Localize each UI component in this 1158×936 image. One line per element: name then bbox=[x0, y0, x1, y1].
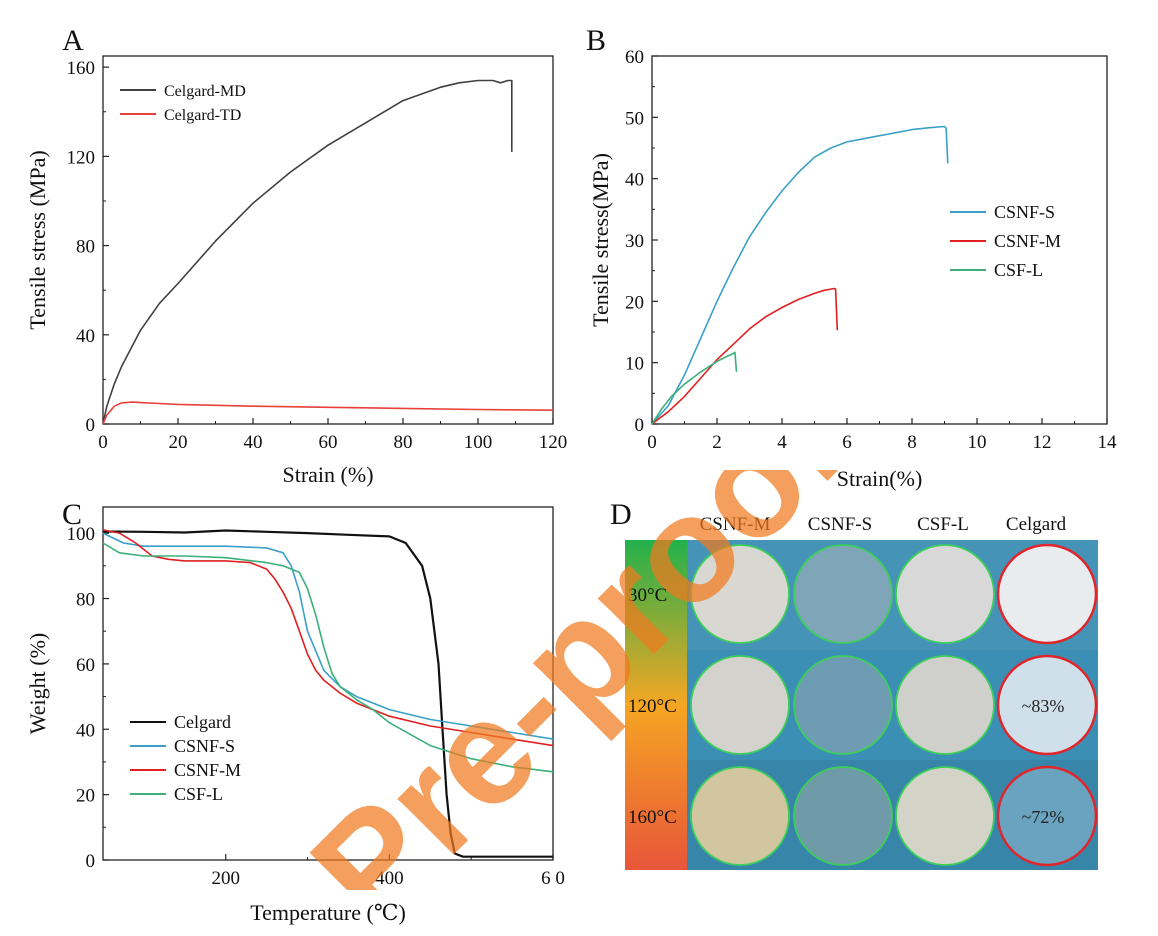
sample-disc bbox=[895, 655, 995, 755]
series-line-csf-l bbox=[102, 542, 554, 773]
x-tick-label: 0 bbox=[647, 432, 657, 453]
column-header: CSNF-M bbox=[700, 514, 771, 535]
column-header: Celgard bbox=[1006, 514, 1067, 535]
y-tick-label: 10 bbox=[625, 354, 644, 375]
y-tick-label: 80 bbox=[76, 237, 95, 258]
x-tick-label: 40 bbox=[244, 432, 263, 453]
y-tick-label: 0 bbox=[86, 415, 96, 436]
series-line-csnf-s bbox=[651, 125, 949, 425]
row-label: 30°C bbox=[628, 585, 667, 606]
shrink-annotation: ~83% bbox=[1022, 696, 1065, 716]
x-tick-label: 2 bbox=[712, 432, 722, 453]
legend-label: Celgard-TD bbox=[164, 107, 241, 124]
x-tick-label: 0 bbox=[98, 432, 108, 453]
column-header: CSNF-S bbox=[808, 514, 872, 535]
series-line-csnf-m bbox=[102, 529, 554, 747]
sample-disc bbox=[690, 766, 790, 866]
y-tick-label: 30 bbox=[625, 231, 644, 252]
legend-label: CSNF-M bbox=[174, 760, 241, 780]
legend-label: CSNF-S bbox=[994, 202, 1055, 222]
row-label: 120°C bbox=[628, 696, 677, 717]
y-tick-label: 60 bbox=[625, 47, 644, 68]
x-tick-label: 80 bbox=[394, 432, 413, 453]
plot-frame bbox=[102, 506, 554, 861]
sample-disc bbox=[793, 655, 893, 755]
panel-letter: B bbox=[586, 24, 606, 57]
celgard-sample-disc bbox=[996, 765, 1098, 867]
y-tick-label: 120 bbox=[67, 147, 96, 168]
sample-disc bbox=[793, 544, 893, 644]
y-tick-label: 50 bbox=[625, 108, 644, 129]
legend-label: CSNF-S bbox=[174, 736, 235, 756]
legend-label: CSF-L bbox=[994, 260, 1043, 280]
y-tick-label: 0 bbox=[86, 851, 96, 872]
x-tick-label: 8 bbox=[907, 432, 917, 453]
series-line-celgard bbox=[102, 529, 553, 858]
y-tick-label: 40 bbox=[76, 326, 95, 347]
y-tick-label: 20 bbox=[625, 292, 644, 313]
series-line-csnf-s bbox=[102, 532, 554, 740]
x-tick-label: 200 bbox=[211, 868, 240, 889]
legend-label: CSF-L bbox=[174, 784, 223, 804]
celgard-sample-disc bbox=[996, 654, 1098, 756]
y-tick-label: 60 bbox=[76, 655, 95, 676]
x-tick-label: 14 bbox=[1098, 432, 1118, 453]
series-line-csf-l bbox=[651, 351, 738, 425]
sample-disc bbox=[690, 544, 790, 644]
x-tick-label: 12 bbox=[1033, 432, 1052, 453]
y-axis-label: Tensile stress(MPa) bbox=[588, 153, 613, 327]
series-line-csnf-m bbox=[651, 287, 839, 425]
y-tick-label: 160 bbox=[67, 58, 96, 79]
column-header: CSF-L bbox=[917, 514, 969, 535]
x-tick-label: 4 bbox=[777, 432, 787, 453]
temperature-strip bbox=[625, 540, 687, 870]
series-line-celgard-md bbox=[102, 79, 513, 425]
x-tick-label: 100 bbox=[464, 432, 493, 453]
x-axis-label: Temperature (℃) bbox=[250, 900, 406, 925]
shrink-annotation: ~72% bbox=[1022, 807, 1065, 827]
x-axis-label: Strain (%) bbox=[282, 462, 373, 487]
x-tick-label: 20 bbox=[169, 432, 188, 453]
x-tick-label: 400 bbox=[375, 868, 404, 889]
y-tick-label: 0 bbox=[635, 415, 645, 436]
y-tick-label: 100 bbox=[67, 524, 96, 545]
x-tick-label: 6 0 bbox=[541, 868, 565, 889]
legend-label: Celgard bbox=[174, 712, 231, 732]
celgard-sample-disc bbox=[996, 543, 1098, 645]
y-axis-label: Weight (%) bbox=[25, 633, 50, 734]
panel-d: D CSNF-M CSNF-S CSF-L Celgard 30°C 120°C 160°C ~… bbox=[610, 498, 1098, 870]
x-tick-label: 6 bbox=[842, 432, 852, 453]
y-tick-label: 40 bbox=[76, 720, 95, 741]
series-line-celgard-td bbox=[102, 401, 554, 425]
panel-letter: D bbox=[610, 498, 632, 531]
sample-disc bbox=[895, 766, 995, 866]
x-tick-label: 10 bbox=[968, 432, 987, 453]
y-axis-label: Tensile stress (MPa) bbox=[25, 150, 50, 329]
panel-letter: C bbox=[62, 498, 82, 531]
x-axis-label: Strain(%) bbox=[837, 466, 923, 491]
y-tick-label: 80 bbox=[76, 590, 95, 611]
sample-disc bbox=[895, 544, 995, 644]
x-tick-label: 120 bbox=[539, 432, 568, 453]
panel-b: B 0 2 4 6 8 10 12 14 0 10 20 30 40 50 60 Strain(%) Tensil… bbox=[586, 24, 1117, 491]
row-label: 160°C bbox=[628, 807, 677, 828]
y-tick-label: 40 bbox=[625, 170, 644, 191]
panel-a: A 0 20 40 60 80 100 120 0 40 80 120 160 Strain (%) Ten… bbox=[25, 24, 567, 487]
sample-disc bbox=[690, 655, 790, 755]
legend-label: Celgard-MD bbox=[164, 83, 246, 100]
legend-label: CSNF-M bbox=[994, 231, 1061, 251]
y-tick-label: 20 bbox=[76, 786, 95, 807]
panel-letter: A bbox=[62, 24, 84, 57]
sample-disc bbox=[793, 766, 893, 866]
x-tick-label: 60 bbox=[319, 432, 338, 453]
panel-c: C 200 400 6 0 0 20 40 60 80 100 Temperature (℃) Wei… bbox=[25, 498, 565, 925]
